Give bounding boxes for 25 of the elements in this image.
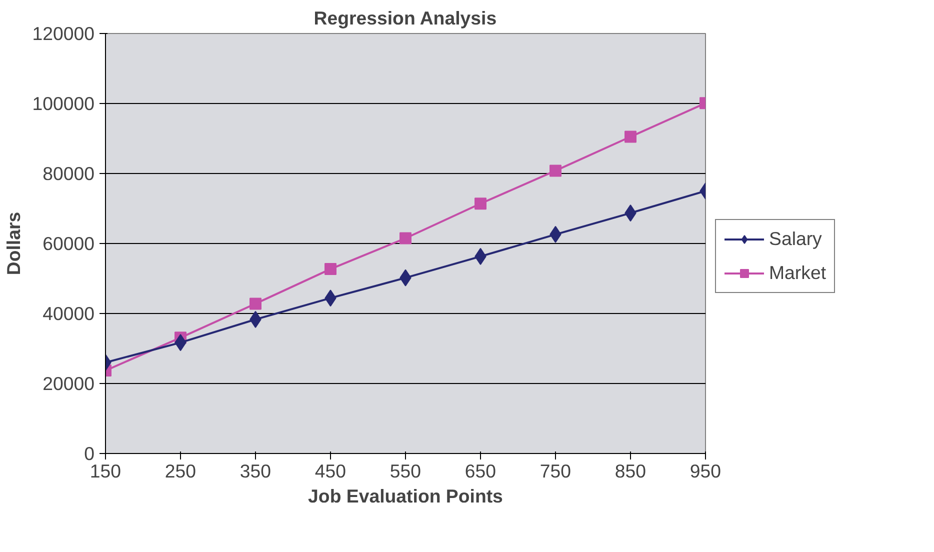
- legend-label: Market: [769, 262, 826, 284]
- point: [400, 232, 412, 244]
- x-tick-label: 450: [314, 460, 346, 482]
- y-tick-label: 120000: [32, 23, 95, 44]
- point: [250, 298, 262, 310]
- y-tick-label: 20000: [42, 373, 95, 394]
- legend-label: Salary: [769, 228, 822, 250]
- x-tick-label: 650: [464, 460, 496, 482]
- chart-title: Regression Analysis: [314, 8, 497, 28]
- x-tick-label: 850: [614, 460, 646, 482]
- x-tick-label: 250: [164, 460, 196, 482]
- y-tick-label: 80000: [42, 163, 95, 184]
- y-tick-label: 40000: [42, 303, 95, 324]
- x-axis-title: Job Evaluation Points: [308, 486, 503, 506]
- y-tick-label: 100000: [32, 93, 95, 114]
- point: [550, 164, 562, 177]
- x-tick-label: 750: [540, 460, 572, 482]
- point: [624, 130, 636, 143]
- x-tick-label: 950: [690, 460, 722, 482]
- y-tick-label: 60000: [42, 233, 95, 254]
- y-axis-title: Dollars: [3, 212, 24, 276]
- point: [474, 198, 486, 210]
- x-tick-label: 550: [390, 460, 422, 482]
- point: [324, 263, 336, 276]
- x-tick-label: 350: [240, 460, 272, 482]
